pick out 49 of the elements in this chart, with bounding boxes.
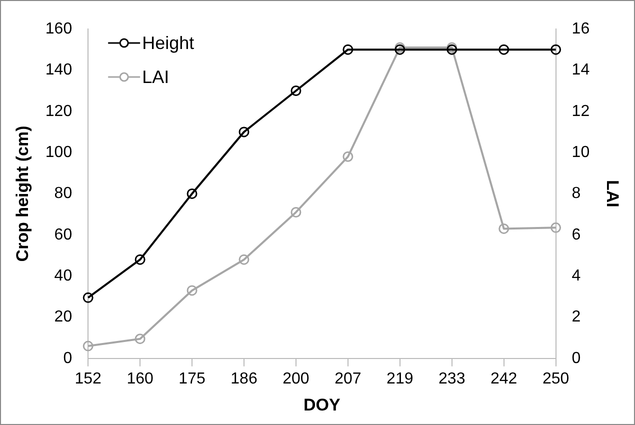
x-tick-label: 233 [438,370,466,388]
x-tick-label: 242 [490,370,518,388]
legend-label: Height [142,32,194,53]
y2-tick-label: 12 [572,102,590,120]
y2-tick-label: 10 [572,144,590,161]
x-axis-title: DOY [304,395,342,414]
point [498,44,510,55]
y-tick-label: 0 [63,350,72,367]
x-tick-label: 200 [282,370,310,388]
y-tick-label: 120 [45,102,72,120]
y2-tick-label: 0 [572,350,581,367]
point [186,188,198,199]
legend-label: LAI [142,66,170,87]
point [342,44,354,55]
x-tick-label: 175 [178,370,206,388]
x-tick-label: 219 [386,370,414,388]
point [290,206,302,218]
point [342,151,354,162]
y2-tick-label: 14 [572,62,590,79]
x-tick-label: 152 [74,370,102,388]
y-tick-label: 60 [54,226,72,244]
y-tick-label: 80 [54,185,72,202]
x-tick-label: 207 [334,370,362,388]
point [82,340,94,352]
point [550,44,562,55]
point [82,292,94,303]
y2-tick-label: 8 [572,185,581,202]
x-tick-label: 160 [126,370,154,388]
x-tick-label: 186 [230,370,258,388]
point [134,334,146,344]
point [290,86,302,96]
y-tick-label: 100 [45,144,72,161]
point [498,223,510,234]
y-tick-label: 140 [45,62,72,79]
y-axis-title: Crop height (cm) [12,126,32,262]
y2-tick-label: 2 [572,308,581,326]
y2-tick-label: 16 [572,20,590,38]
point [550,222,562,233]
y2-axis-title: LAI [603,180,622,208]
y2-tick-label: 4 [572,267,581,284]
y-tick-label: 20 [54,308,72,326]
point [238,254,250,265]
y2-tick-label: 6 [572,226,581,244]
y-tick-label: 160 [45,20,72,38]
point [186,285,198,296]
y-tick-label: 40 [54,267,72,284]
point [134,254,146,265]
point [238,126,250,138]
x-tick-label: 250 [542,370,570,388]
